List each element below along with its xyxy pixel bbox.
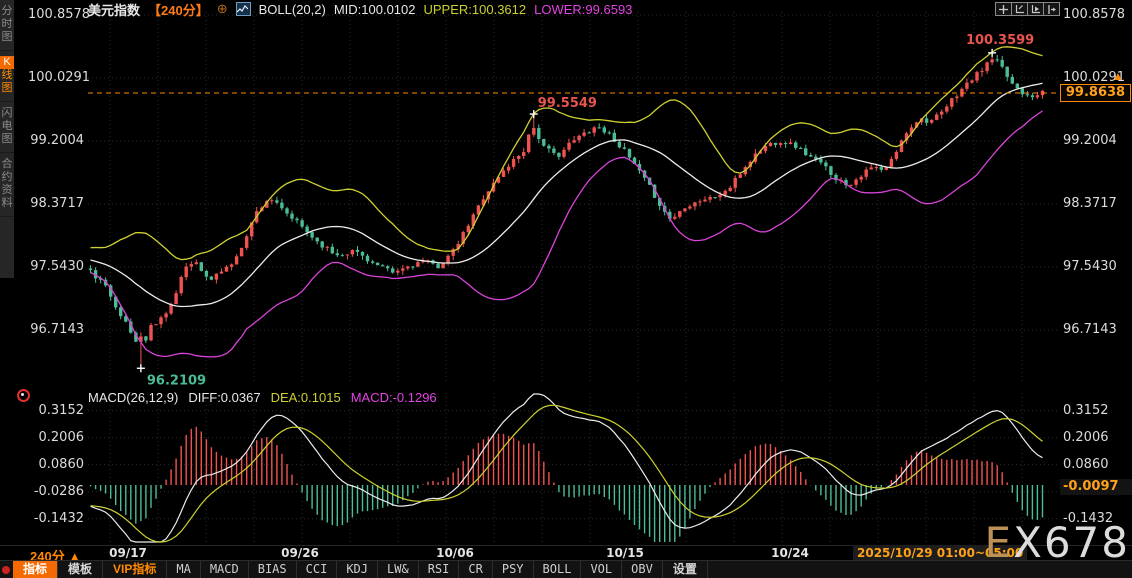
current-price-badge: 99.8638 xyxy=(1060,84,1131,102)
y-axis-label: 98.3717 xyxy=(1063,196,1117,211)
sidebar-tab-闪电图[interactable]: 闪电图 xyxy=(0,102,14,153)
symbol-title: 美元指数 xyxy=(88,2,141,18)
toolbar-tab-VIP指标[interactable]: VIP指标 xyxy=(103,561,168,578)
macd-histogram xyxy=(89,426,1044,542)
hover-datetime-label: 2025/10/29 01:00~05:00 xyxy=(853,545,1028,561)
macd-axis-label: 0.0860 xyxy=(1063,457,1109,472)
macd-axis-label: 0.0860 xyxy=(38,457,85,472)
pane-alert-icon[interactable] xyxy=(17,389,30,402)
macd-axis-label: 0.2006 xyxy=(38,430,85,445)
boll-lower-value: LOWER:99.6593 xyxy=(534,1,633,17)
indicator-button-MACD[interactable]: MACD xyxy=(201,561,249,578)
macd-macd-value: MACD:-0.1296 xyxy=(350,390,437,405)
zoom-axis-icon[interactable] xyxy=(1011,2,1028,16)
x-axis-label: 10/06 xyxy=(436,546,474,560)
y-axis-label: 100.8578 xyxy=(1063,7,1126,22)
macd-axis-label: -0.0286 xyxy=(33,484,84,499)
macd-dea-value: DEA:0.1015 xyxy=(270,390,341,405)
macd-axis-label: 0.3152 xyxy=(38,403,85,418)
macd-axis-label: 0.2006 xyxy=(1063,430,1109,445)
indicator-button-BIAS[interactable]: BIAS xyxy=(249,561,297,578)
x-axis-label: 09/26 xyxy=(281,546,319,560)
indicator-button-MA[interactable]: MA xyxy=(167,561,201,578)
y-axis-label: 100.0291 xyxy=(28,70,91,85)
boll-upper-value: UPPER:100.3612 xyxy=(423,1,527,17)
x-axis-label: 10/15 xyxy=(606,546,644,560)
y-axis-label: 99.2004 xyxy=(30,133,84,148)
y-axis-label: 97.5430 xyxy=(1063,259,1117,274)
price-annotation: 96.2109 xyxy=(147,373,206,388)
y-axis-label: 100.8578 xyxy=(28,7,91,22)
collapse-icon[interactable]: ⊕ xyxy=(216,1,228,16)
boll-lower-line xyxy=(90,110,1043,358)
indicator-button-PSY[interactable]: PSY xyxy=(493,561,534,578)
kline-chart-icon xyxy=(235,2,251,16)
period-label: 【240分】 xyxy=(148,2,209,18)
y-axis-label: 100.0291 xyxy=(1063,70,1126,85)
indicator-button-CR[interactable]: CR xyxy=(459,561,493,578)
y-axis-label: 98.3717 xyxy=(30,196,84,211)
indicator-button-CCI[interactable]: CCI xyxy=(297,561,338,578)
boll-mid-line xyxy=(90,82,1043,308)
price-annotation: 99.5549 xyxy=(538,96,597,111)
toolbar-tab-模板[interactable]: 模板 xyxy=(58,561,104,578)
sidebar-tab-分时图[interactable]: 分时图 xyxy=(0,0,14,51)
sidebar-tab-合约资料[interactable]: 合约资料 xyxy=(0,153,14,217)
current-macd-badge: -0.0097 xyxy=(1060,479,1132,495)
boll-mid-value: MID:100.0102 xyxy=(333,1,416,17)
macd-axis-label: 0.3152 xyxy=(1063,403,1109,418)
chart-header: 美元指数 【240分】 ⊕ BOLL(20,2) MID:100.0102 UP… xyxy=(88,1,633,18)
candles xyxy=(88,52,1045,369)
indicator-button-RSI[interactable]: RSI xyxy=(419,561,460,578)
x-axis-label: 10/24 xyxy=(771,546,809,560)
indicator-button-KDJ[interactable]: KDJ xyxy=(337,561,379,578)
macd-dea-line xyxy=(90,404,1043,543)
y-axis-label: 97.5430 xyxy=(30,259,84,274)
indicator-toolbar: 指标 模板 VIP指标 MA MACD BIAS CCI KDJ LW& RSI CR PSY BOLL… xyxy=(0,560,1132,578)
alert-dot-icon xyxy=(2,566,10,574)
indicator-button-VOL[interactable]: VOL xyxy=(581,561,623,578)
macd-diff-value: DIFF:0.0367 xyxy=(188,390,261,405)
y-axis-label: 96.7143 xyxy=(30,322,84,337)
boll-params: BOLL(20,2) xyxy=(258,1,326,17)
x-axis-label: 09/17 xyxy=(109,546,147,560)
y-axis-label: 96.7143 xyxy=(1063,322,1117,337)
crosshair-icon[interactable] xyxy=(995,2,1012,16)
macd-header: MACD(26,12,9) DIFF:0.0367 DEA:0.1015 MAC… xyxy=(88,390,437,405)
macd-diff-line xyxy=(90,393,1043,543)
settings-button[interactable]: 设置 xyxy=(663,561,708,578)
toolbar-tab-指标[interactable]: 指标 xyxy=(13,561,59,578)
pan-right-icon[interactable] xyxy=(1043,2,1060,16)
indicator-button-OBV[interactable]: OBV xyxy=(622,561,663,578)
macd-params: MACD(26,12,9) xyxy=(88,390,179,405)
boll-upper-line xyxy=(90,46,1043,261)
play-axis-icon[interactable] xyxy=(1027,2,1044,16)
indicator-button-BOLL[interactable]: BOLL xyxy=(534,561,582,578)
price-annotation: 100.3599 xyxy=(966,33,1034,48)
watermark-logo: EX678 xyxy=(984,518,1130,567)
macd-axis-label: -0.1432 xyxy=(33,511,84,526)
time-axis xyxy=(0,545,1132,561)
y-axis-label: 99.2004 xyxy=(1063,133,1117,148)
price-up-arrow-icon: ▲ xyxy=(1112,69,1124,83)
indicator-button-LW&[interactable]: LW& xyxy=(378,561,419,578)
macd-axis-label: -0.1432 xyxy=(1063,511,1114,526)
